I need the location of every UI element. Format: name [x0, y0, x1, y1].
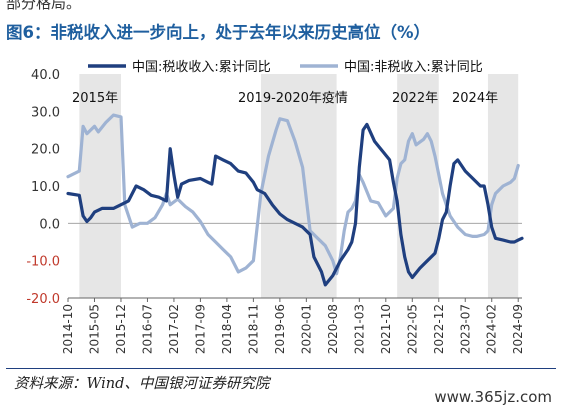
shaded-period-0 [79, 74, 121, 298]
x-tick-label: 2018-11 [246, 304, 260, 354]
x-tick-label: 2017-02 [167, 304, 181, 354]
footer-divider [6, 368, 556, 369]
figure-title: 图6：非税收入进一步向上，处于去年以来历史高位（%） [6, 23, 431, 42]
period-label: 2019-2020年疫情 [238, 90, 348, 106]
x-tick-label: 2019-06 [273, 304, 287, 354]
x-tick-label: 2021-03 [352, 304, 366, 354]
series-line-tax [66, 122, 524, 287]
x-tick-label: 2014-10 [61, 304, 75, 354]
shaded-period-1 [260, 74, 337, 298]
y-tick-label: 20.0 [31, 143, 60, 158]
legend-label: 中国:税收收入:累计同比 [132, 60, 271, 75]
x-tick-label: 2015-12 [114, 304, 128, 354]
x-tick-label: 2024-02 [485, 304, 499, 354]
x-tick-label: 2023-07 [458, 304, 472, 354]
period-label: 2015年 [72, 91, 118, 106]
y-tick-label: 40.0 [31, 68, 60, 83]
x-tick-label: 2022-05 [405, 304, 419, 354]
x-tick-label: 2018-04 [220, 304, 234, 354]
x-tick-label: 2016-07 [140, 304, 154, 354]
x-tick-label: 2020-08 [326, 304, 340, 354]
y-tick-label: 0.0 [39, 217, 60, 232]
x-tick-label: 2024-09 [511, 304, 525, 354]
y-tick-label: 30.0 [31, 105, 60, 120]
period-label: 2022年 [392, 91, 438, 106]
x-tick-label: 2022-12 [432, 304, 446, 354]
y-tick-label: 10.0 [31, 180, 60, 195]
watermark: www.365jz.com [434, 388, 552, 406]
top-text-fragment: 部分格局。 [6, 0, 82, 12]
series-line-nontax [66, 113, 520, 276]
source-note: 资料来源：Wind、中国银河证券研究院 [14, 376, 270, 392]
period-label: 2024年 [452, 91, 498, 106]
x-tick-label: 2020-01 [299, 304, 313, 354]
shaded-period-2 [397, 74, 439, 298]
x-tick-label: 2015-05 [87, 304, 101, 354]
x-tick-label: 2021-10 [379, 304, 393, 354]
y-tick-label: -20.0 [26, 292, 60, 307]
x-tick-label: 2017-09 [193, 304, 207, 354]
y-tick-label: -10.0 [26, 255, 60, 270]
legend-label: 中国:非税收入:累计同比 [344, 60, 483, 75]
